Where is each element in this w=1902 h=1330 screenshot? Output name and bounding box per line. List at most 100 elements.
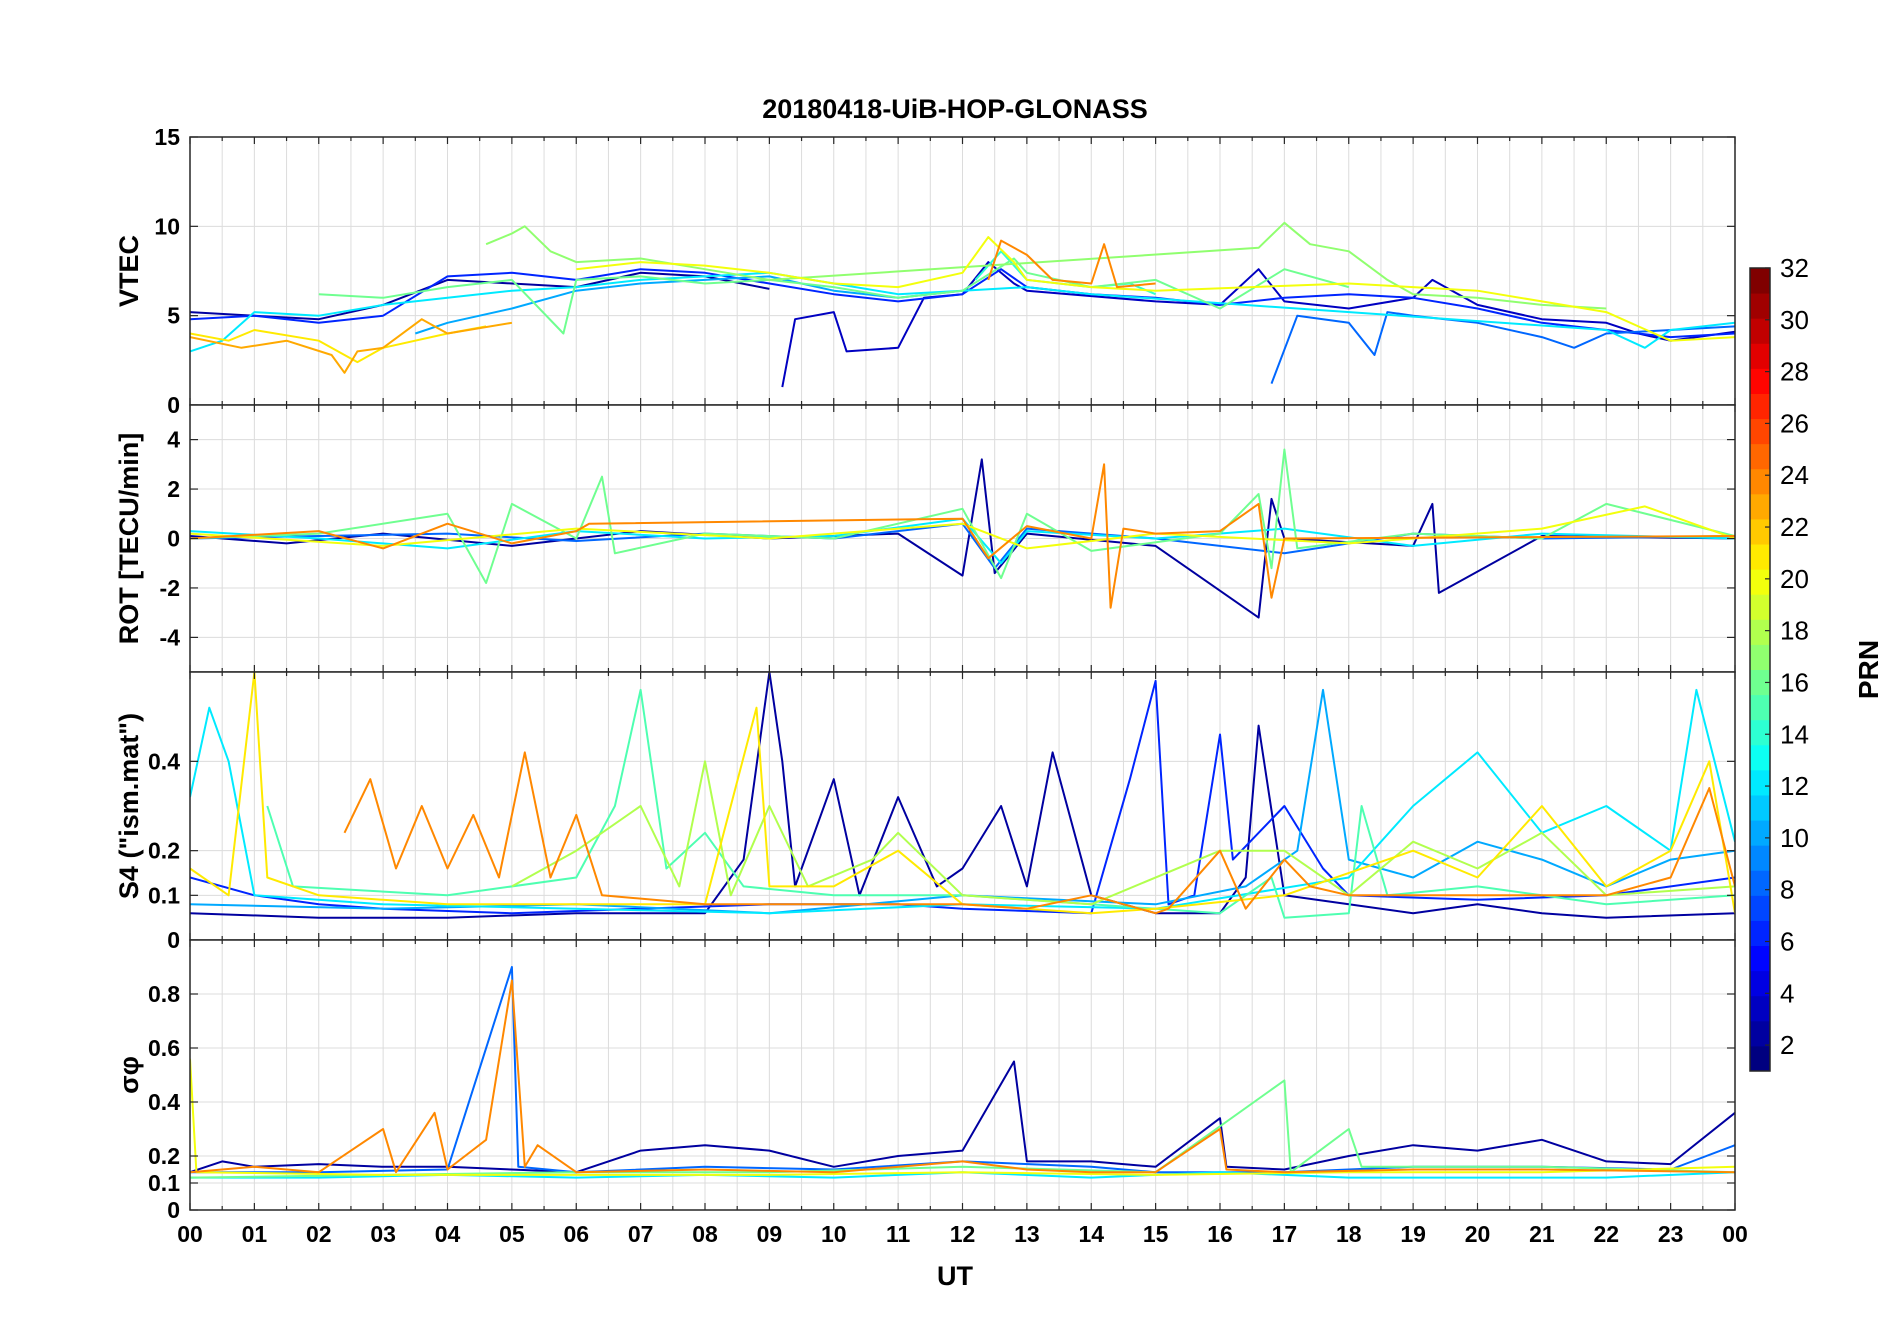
x-tick-label: 02 (306, 1221, 332, 1247)
x-tick-label: 23 (1658, 1221, 1684, 1247)
colorbar-tick-label: 6 (1780, 926, 1794, 956)
colorbar-band (1750, 895, 1770, 921)
y-tick-label: 0.1 (148, 1170, 180, 1196)
colorbar-band (1750, 318, 1770, 344)
x-tick-label: 13 (1014, 1221, 1040, 1247)
x-tick-label: 19 (1400, 1221, 1426, 1247)
series-prn-23 (190, 318, 513, 374)
series-prn-16 (318, 257, 1350, 335)
series-prn-18 (511, 760, 1735, 906)
colorbar-frame (1749, 267, 1771, 1072)
x-tick-label: 12 (950, 1221, 976, 1247)
colorbar-tick-label: 28 (1780, 357, 1809, 387)
colorbar-band (1750, 669, 1770, 696)
y-tick-label: -2 (160, 575, 180, 601)
y-tick-label: 0 (167, 526, 180, 552)
y-tick-label: 0 (167, 927, 180, 953)
colorbar-band (1750, 694, 1770, 721)
series-prn-20 (190, 1058, 1735, 1176)
colorbar-band (1750, 468, 1770, 495)
series-prn-2 (190, 271, 770, 321)
colorbar-band (1750, 569, 1770, 595)
colorbar-band (1750, 794, 1770, 821)
y-tick-label: 0.6 (148, 1035, 180, 1061)
y-tick-label: 0.8 (148, 981, 180, 1007)
x-tick-label: 00 (1722, 1221, 1748, 1247)
colorbar-band (1750, 644, 1770, 670)
colorbar-band (1750, 293, 1770, 319)
colorbar-band (1750, 418, 1770, 445)
panel-rot-series (190, 448, 1735, 619)
colorbar-band (1750, 845, 1770, 871)
panel-rot: -4 -2 0 2 4 ROT [TECU/min] (114, 404, 1736, 673)
x-tick-labels: 00 01 02 03 04 05 06 07 08 09 10 11 12 13 14 15 16 17 18 19… (177, 1221, 1748, 1247)
colorbar-tick-label: 14 (1780, 719, 1809, 749)
colorbar-band (1750, 1045, 1770, 1072)
series-prn-10 (414, 275, 963, 335)
panel-s4-ylabel: S4 ("ism.mat") (114, 713, 144, 899)
series-prn-10 (190, 688, 1735, 915)
colorbar-band (1750, 443, 1770, 470)
series-prn-24 (190, 979, 1735, 1174)
colorbar-tick-label: 30 (1780, 305, 1809, 335)
colorbar-band (1750, 368, 1770, 394)
colorbar-band (1750, 769, 1770, 796)
x-tick-label: 15 (1143, 1221, 1169, 1247)
panel-rot-ylabel: ROT [TECU/min] (114, 433, 144, 644)
x-tick-label: 21 (1529, 1221, 1555, 1247)
colorbar-tick-label: 10 (1780, 823, 1809, 853)
colorbar-band (1750, 493, 1770, 520)
colorbar-tick-label: 24 (1780, 460, 1809, 490)
series-prn-2 (190, 672, 1735, 919)
y-tick-label: 0.4 (148, 748, 180, 774)
colorbar-band (1750, 995, 1770, 1022)
panel-sigma_phi: 00.10.2 0.4 0.6 0.8 σφ (114, 939, 1736, 1223)
colorbar-tick-label: 12 (1780, 771, 1809, 801)
series-prn-6 (190, 268, 1735, 339)
panel-vtec: 0 5 10 15 VTEC (114, 124, 1736, 418)
colorbar-tick-label: 20 (1780, 564, 1809, 594)
y-tick-label: 10 (154, 213, 180, 239)
x-tick-label: 05 (499, 1221, 525, 1247)
panel-vtec-series (190, 221, 1735, 388)
series-prn-24 (190, 463, 1735, 609)
colorbar-band (1750, 619, 1770, 645)
y-tick-label: 0.4 (148, 1089, 180, 1115)
series-prn-6 (190, 679, 1735, 915)
colorbar-band (1750, 820, 1770, 846)
panel-sigma_phi-series (190, 966, 1735, 1179)
colorbar-tick-label: 4 (1780, 978, 1794, 1008)
colorbar-tick-label: 22 (1780, 512, 1809, 542)
x-tick-label: 07 (628, 1221, 654, 1247)
colorbar-tick-label: 2 (1780, 1030, 1794, 1060)
series-prn-17 (485, 221, 1607, 310)
x-axis-label: UT (937, 1261, 973, 1291)
y-tick-label: 15 (154, 124, 180, 150)
series-prn-2 (190, 1060, 1735, 1174)
x-tick-label: 04 (435, 1221, 461, 1247)
x-tick-label: 11 (886, 1221, 911, 1247)
x-tick-label: 08 (692, 1221, 718, 1247)
y-tick-label: 0.2 (148, 838, 180, 864)
x-tick-label: 14 (1078, 1221, 1104, 1247)
colorbar-band (1750, 393, 1770, 420)
colorbar-band (1750, 268, 1770, 294)
colorbar-band (1750, 945, 1770, 972)
colorbar-tick-label: 32 (1780, 253, 1809, 283)
colorbar-band (1750, 970, 1770, 997)
panel-s4-series (190, 672, 1735, 919)
colorbar-tick-label: 16 (1780, 667, 1809, 697)
y-tick-label: 4 (167, 427, 180, 453)
panel-s4: 0 0.1 0.2 0.4S4 ("ism.mat") (114, 671, 1736, 953)
colorbar-tick-label: 18 (1780, 616, 1809, 646)
colorbar-band (1750, 544, 1770, 570)
colorbar-band (1750, 518, 1770, 545)
series-prn-24 (343, 751, 1735, 915)
x-tick-label: 09 (757, 1221, 783, 1247)
colorbar-tick-label: 8 (1780, 875, 1794, 905)
series-prn-21 (190, 325, 487, 364)
colorbar-tick-label: 26 (1780, 408, 1809, 438)
panel-sigma_phi-ylabel: σφ (114, 1056, 144, 1094)
